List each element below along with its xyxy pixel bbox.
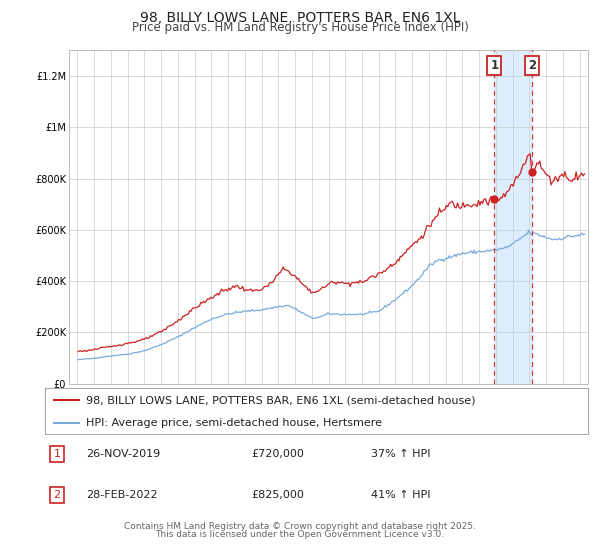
Bar <box>494 50 532 384</box>
Text: 2: 2 <box>53 490 61 500</box>
Text: 98, BILLY LOWS LANE, POTTERS BAR, EN6 1XL: 98, BILLY LOWS LANE, POTTERS BAR, EN6 1X… <box>140 11 460 25</box>
Text: 41% ↑ HPI: 41% ↑ HPI <box>371 490 430 500</box>
Text: 28-FEB-2022: 28-FEB-2022 <box>86 490 157 500</box>
Text: Contains HM Land Registry data © Crown copyright and database right 2025.: Contains HM Land Registry data © Crown c… <box>124 522 476 531</box>
Text: 98, BILLY LOWS LANE, POTTERS BAR, EN6 1XL (semi-detached house): 98, BILLY LOWS LANE, POTTERS BAR, EN6 1X… <box>86 395 475 405</box>
Text: HPI: Average price, semi-detached house, Hertsmere: HPI: Average price, semi-detached house,… <box>86 418 382 428</box>
Text: £825,000: £825,000 <box>251 490 304 500</box>
Text: £720,000: £720,000 <box>251 449 304 459</box>
Text: 1: 1 <box>53 449 61 459</box>
Text: Price paid vs. HM Land Registry's House Price Index (HPI): Price paid vs. HM Land Registry's House … <box>131 21 469 34</box>
Text: 2: 2 <box>528 59 536 72</box>
Text: 37% ↑ HPI: 37% ↑ HPI <box>371 449 430 459</box>
Text: 26-NOV-2019: 26-NOV-2019 <box>86 449 160 459</box>
Text: This data is licensed under the Open Government Licence v3.0.: This data is licensed under the Open Gov… <box>155 530 445 539</box>
Text: 1: 1 <box>490 59 499 72</box>
